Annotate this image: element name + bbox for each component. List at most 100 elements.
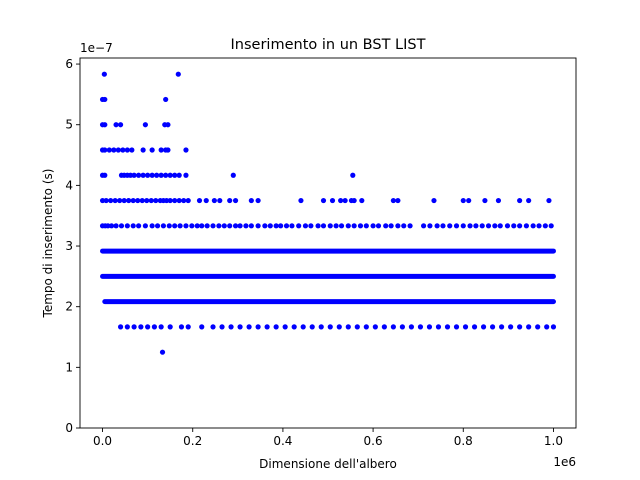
data-point [497, 223, 503, 229]
data-point [101, 71, 107, 77]
data-point [167, 197, 173, 204]
data-point [148, 197, 154, 204]
data-point [329, 197, 336, 204]
data-point [453, 324, 460, 330]
data-point [289, 223, 295, 229]
data-point [375, 223, 382, 229]
data-point [199, 223, 205, 229]
data-point [426, 324, 433, 330]
data-point [211, 197, 217, 204]
data-point [440, 223, 446, 229]
data-point [167, 172, 173, 178]
data-point [282, 324, 288, 330]
data-point [108, 197, 114, 204]
data-point [296, 223, 302, 229]
data-point [408, 324, 415, 330]
data-point [232, 197, 239, 204]
data-point [508, 324, 514, 330]
data-point [434, 223, 440, 229]
data-point [216, 223, 222, 229]
data-point [435, 324, 442, 330]
data-point [117, 324, 124, 330]
data-point [273, 223, 279, 229]
data-point [117, 122, 124, 128]
y-tick-label: 4 [65, 178, 73, 192]
data-point [336, 324, 342, 330]
y-tick-label: 6 [65, 57, 73, 71]
data-point [351, 197, 357, 204]
data-points [99, 71, 557, 355]
data-point [124, 147, 130, 153]
data-point [102, 96, 108, 103]
data-point [444, 324, 451, 330]
data-point [526, 197, 532, 204]
data-point [345, 324, 351, 330]
data-point [118, 223, 125, 229]
y-axis-label: Tempo di inserimento (s) [41, 169, 55, 319]
data-point [246, 324, 252, 330]
data-point [145, 324, 151, 330]
data-point [153, 197, 159, 204]
data-point [342, 197, 348, 204]
data-point [264, 324, 270, 330]
data-point [103, 197, 109, 204]
y-axis-offset-label: 1e−7 [80, 41, 113, 55]
data-point [370, 223, 376, 229]
data-point [203, 197, 209, 204]
data-point [318, 324, 324, 330]
data-point [495, 197, 502, 204]
data-point [175, 71, 181, 77]
data-point [283, 223, 290, 229]
data-point [232, 223, 239, 229]
chart-title: Inserimento in un BST LIST [231, 37, 426, 53]
data-point [327, 223, 333, 229]
data-point [183, 172, 189, 178]
data-point [363, 324, 369, 330]
data-point [372, 324, 378, 330]
y-tick-label: 2 [65, 300, 73, 314]
data-point [113, 223, 119, 229]
data-point [210, 223, 216, 229]
data-point [308, 223, 314, 229]
data-point [102, 172, 108, 178]
data-point [217, 197, 223, 204]
data-point [499, 324, 505, 330]
data-point [176, 172, 182, 178]
data-point [357, 223, 364, 229]
x-tick-label: 0.2 [183, 434, 202, 448]
data-point [183, 147, 189, 153]
data-point [237, 223, 243, 229]
data-point [181, 197, 187, 204]
data-point [273, 324, 279, 330]
x-tick-label: 0.6 [364, 434, 383, 448]
data-point [291, 324, 297, 330]
data-point [178, 324, 185, 330]
data-point [158, 147, 164, 153]
data-point [395, 197, 401, 204]
data-point [381, 324, 387, 330]
data-point [462, 324, 469, 330]
data-point [124, 324, 130, 330]
data-point [111, 147, 117, 153]
data-point [431, 197, 437, 204]
data-point [165, 147, 171, 153]
data-point [467, 223, 473, 229]
data-point [489, 324, 496, 330]
data-point [130, 223, 136, 229]
data-point [160, 223, 167, 229]
data-point [309, 324, 315, 330]
data-point [130, 197, 136, 204]
data-point [248, 223, 254, 229]
data-point [221, 223, 227, 229]
data-point [390, 324, 396, 330]
data-point [471, 324, 478, 330]
data-point [278, 223, 284, 229]
x-axis-offset-label: 1e6 [553, 455, 576, 469]
y-tick-label: 3 [65, 239, 73, 253]
data-point [395, 223, 401, 229]
data-point [135, 197, 141, 204]
data-point [129, 147, 135, 153]
data-point [158, 324, 164, 330]
data-point [548, 223, 554, 229]
